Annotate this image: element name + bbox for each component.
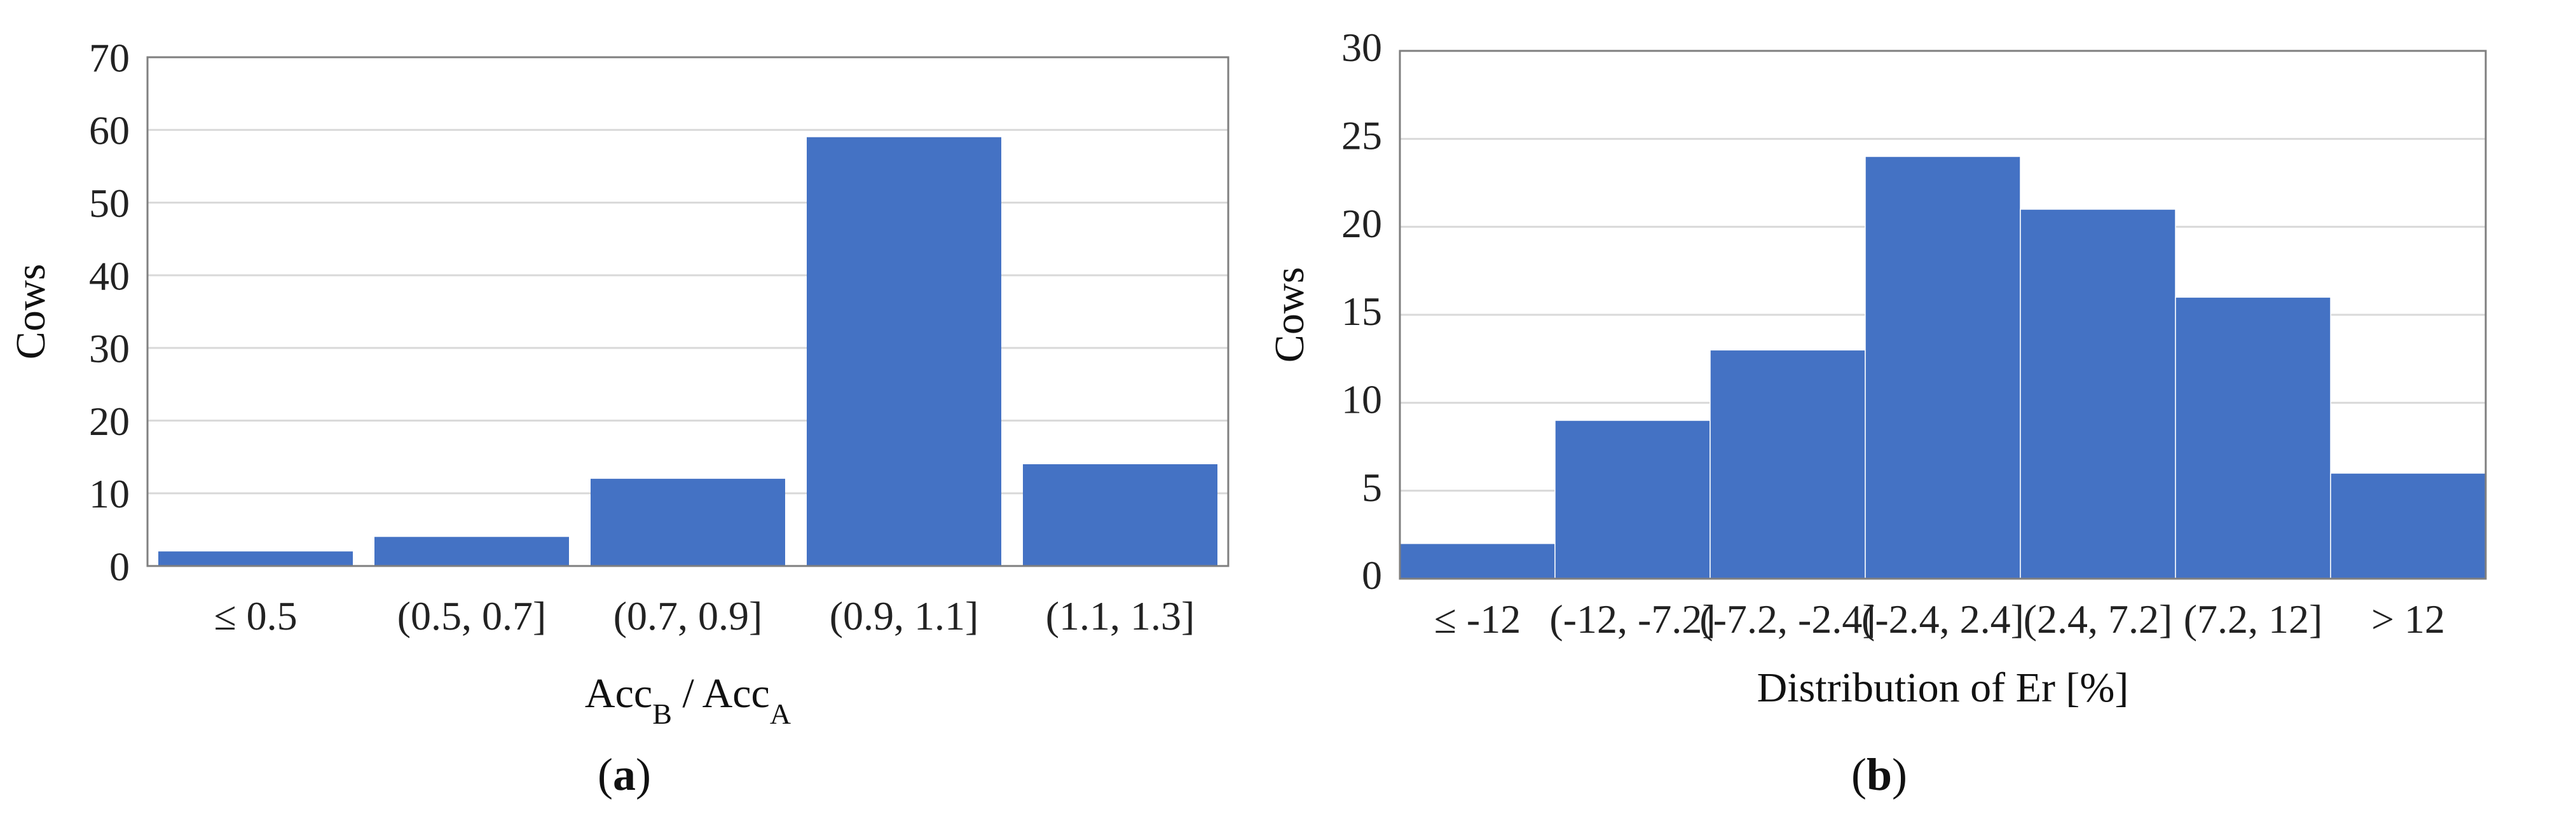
panel-label-open-paren: ( (1851, 749, 1867, 800)
chart-a-xlabel-acc-a: Acc (702, 670, 770, 717)
chart-b-y-axis-label: Cows (1266, 267, 1313, 362)
chart-b-bar (1399, 542, 1556, 579)
chart-a-panel-label: (a) (598, 749, 651, 800)
chart-b-x-tick-label: (-2.4, 2.4] (1861, 597, 2024, 642)
chart-b-x-tick-label: ≤ -12 (1434, 597, 1521, 642)
chart-a: 0 10 20 30 40 50 60 70 ≤ 0.5 (0.5, 0.7] (0.7, 0.9… (8, 35, 1230, 800)
chart-b-bar (1709, 349, 1866, 579)
chart-a-x-tick-label: (0.7, 0.9] (613, 593, 763, 638)
chart-a-x-axis-label: AccB / AccA (585, 670, 791, 730)
chart-a-y-tick-label: 60 (89, 108, 130, 153)
chart-b: 0 5 10 15 20 25 30 ≤ -12 (-12, -7.2](-7.2, -2.4… (1266, 25, 2487, 800)
chart-a-y-axis-label: Cows (8, 264, 54, 359)
panel-label-close-paren: ) (636, 749, 651, 800)
panel-label-close-paren: ) (1892, 749, 1907, 800)
chart-b-y-tick-label: 30 (1341, 25, 1382, 70)
chart-b-bar (2330, 473, 2486, 579)
chart-a-bar (158, 551, 353, 566)
chart-b-x-tick-label: (2.4, 7.2] (2024, 597, 2173, 642)
chart-b-plot-frame (1399, 50, 2487, 580)
chart-a-bar (591, 478, 785, 566)
chart-b-x-ticks: ≤ -12 (-12, -7.2](-7.2, -2.4](-2.4, 2.4](… (1434, 597, 2445, 642)
chart-b-bar (1865, 156, 2021, 579)
panel-label-letter: b (1867, 749, 1892, 800)
chart-b-bar (2020, 209, 2176, 579)
chart-b-x-tick-label: (-12, -7.2] (1549, 597, 1715, 642)
chart-b-bar (2175, 296, 2331, 579)
chart-a-y-tick-label: 40 (89, 253, 130, 298)
chart-a-xlabel-acc-b: Acc (585, 670, 652, 717)
chart-b-y-ticks: 0 5 10 15 20 25 30 (1341, 25, 1382, 598)
chart-a-gridlines (147, 56, 1228, 567)
chart-a-x-tick-label: (0.9, 1.1] (830, 593, 979, 638)
chart-b-y-tick-label: 10 (1341, 376, 1382, 422)
chart-a-y-ticks: 0 10 20 30 40 50 60 70 (89, 35, 130, 589)
chart-a-bars (158, 137, 1217, 566)
chart-b-x-axis-label: Distribution of Er [%] (1757, 665, 2129, 711)
chart-b-panel-label: (b) (1851, 749, 1907, 800)
chart-a-y-tick-label: 50 (89, 181, 130, 226)
chart-a-y-tick-label: 20 (89, 399, 130, 444)
chart-a-xlabel-sub-b: B (652, 698, 672, 730)
chart-a-bar (374, 537, 569, 566)
chart-a-x-tick-label: ≤ 0.5 (214, 593, 297, 638)
chart-a-y-tick-label: 70 (89, 35, 130, 80)
chart-b-y-tick-label: 15 (1341, 289, 1382, 334)
chart-b-x-tick-label: (7.2, 12] (2184, 597, 2323, 642)
chart-a-xlabel-sub-a: A (770, 698, 791, 730)
chart-a-xlabel-separator: / (672, 670, 702, 717)
chart-a-y-tick-label: 0 (109, 544, 130, 589)
chart-b-bar (1554, 420, 1711, 579)
chart-b-y-tick-label: 25 (1341, 113, 1382, 158)
chart-b-y-tick-label: 5 (1362, 465, 1382, 510)
panel-label-open-paren: ( (598, 749, 613, 800)
chart-a-x-tick-label: (0.5, 0.7] (397, 593, 547, 638)
panel-label-letter: a (613, 749, 636, 800)
chart-a-y-tick-label: 30 (89, 326, 130, 371)
chart-a-bar (1023, 464, 1217, 566)
chart-b-x-tick-label: (-7.2, -2.4] (1699, 597, 1875, 642)
chart-a-x-ticks: ≤ 0.5 (0.5, 0.7] (0.7, 0.9] (0.9, 1.1] (1.1,… (214, 593, 1195, 638)
chart-a-plot-frame (146, 56, 1230, 567)
chart-b-y-tick-label: 0 (1362, 553, 1382, 598)
chart-a-x-tick-label: (1.1, 1.3] (1046, 593, 1195, 638)
chart-a-bar (807, 137, 1001, 566)
chart-a-y-tick-label: 10 (89, 471, 130, 516)
chart-b-x-tick-label: > 12 (2371, 597, 2445, 642)
chart-b-bars (1399, 156, 2486, 579)
chart-b-y-tick-label: 20 (1341, 201, 1382, 246)
